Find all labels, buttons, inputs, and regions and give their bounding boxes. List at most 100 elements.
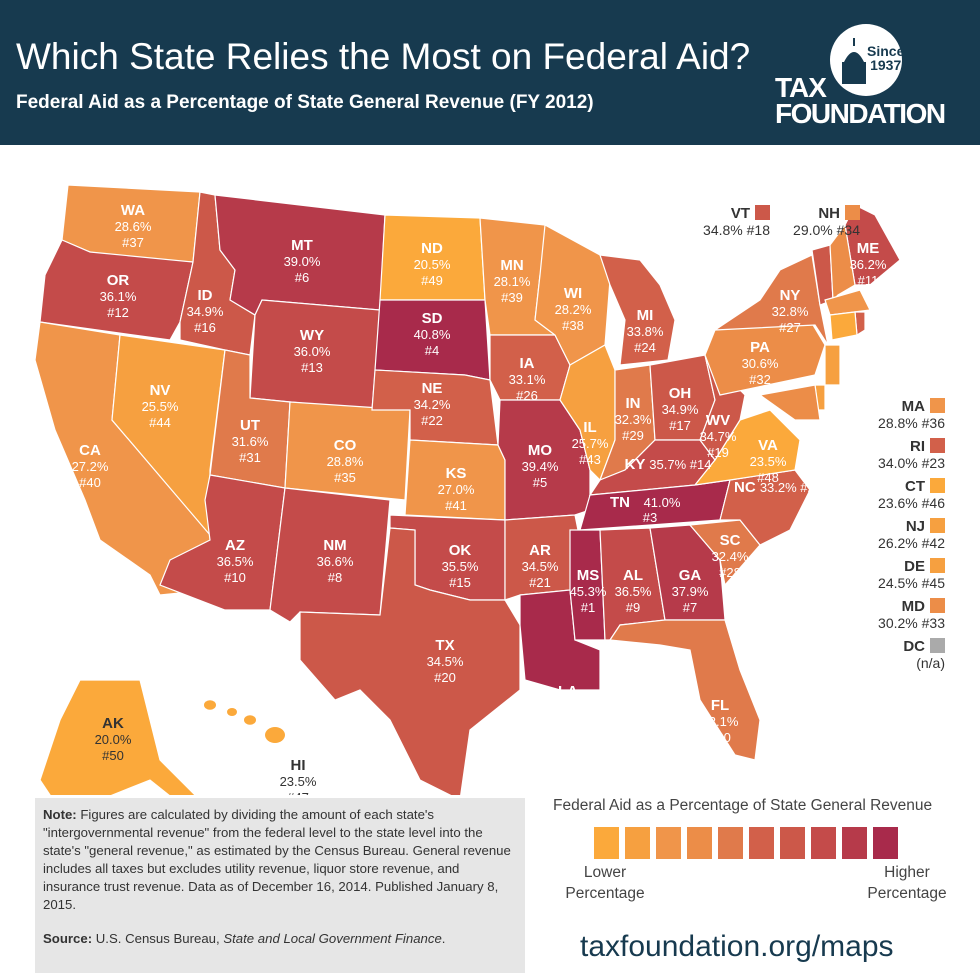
small-state-nh: NH 29.0% #34: [740, 205, 860, 239]
state-rank: #50: [102, 748, 124, 763]
capitol-dome-icon: [842, 38, 866, 84]
state-pct: 33.8%: [627, 324, 664, 339]
state-rank: #4: [425, 343, 439, 358]
note-body: Figures are calculated by dividing the a…: [43, 807, 511, 912]
state-hi[interactable]: [204, 700, 285, 743]
state-pct: 34.9%: [187, 304, 224, 319]
state-label-mi: MI 33.8% #24: [627, 307, 664, 355]
source-text: Source: U.S. Census Bureau, State and Lo…: [43, 930, 517, 948]
legend-swatch-9: [842, 827, 867, 859]
state-pct: 28.6%: [115, 219, 152, 234]
state-ga[interactable]: [649, 524, 726, 621]
state-pct: 20.5%: [414, 257, 451, 272]
legend-swatch-3: [656, 827, 681, 859]
state-abbr: TX: [435, 637, 454, 654]
state-pct: 28.8%: [327, 454, 364, 469]
state-abbr: IA: [520, 355, 535, 372]
legend-low-label: Lower Percentage: [565, 864, 645, 902]
color-swatch: [930, 638, 945, 653]
state-pct: 27.2%: [72, 459, 109, 474]
small-state-dc: DC (n/a): [845, 638, 945, 672]
state-fl[interactable]: [608, 619, 761, 761]
state-rank: #40: [79, 475, 101, 490]
state-rank: #41: [445, 498, 467, 513]
state-abbr: OR: [107, 272, 130, 289]
state-abbr: MN: [500, 257, 523, 274]
page-subtitle: Federal Aid as a Percentage of State Gen…: [16, 92, 594, 113]
small-state-md: MD 30.2% #33: [845, 598, 945, 632]
state-rank: #1: [581, 600, 595, 615]
state-abbr: RI: [910, 438, 925, 455]
state-label-il: IL 25.7% #43: [572, 419, 609, 467]
state-value: 35.7% #14: [649, 457, 711, 472]
state-co[interactable]: [284, 401, 411, 501]
state-tx[interactable]: [299, 527, 521, 795]
legend-swatch-6: [749, 827, 774, 859]
state-rank: #44: [149, 415, 171, 430]
state-nh[interactable]: [829, 223, 856, 302]
header-banner: Which State Relies the Most on Federal A…: [0, 0, 980, 145]
state-nj[interactable]: [824, 344, 841, 386]
state-or[interactable]: [39, 239, 194, 341]
state-label-pa: PA 30.6% #32: [742, 339, 779, 387]
state-abbr: IL: [583, 419, 596, 436]
state-pct: 34.9%: [662, 402, 699, 417]
state-wv[interactable]: [699, 353, 746, 462]
state-rank: #28: [719, 565, 741, 580]
logo-circle: [830, 24, 902, 96]
small-state-ma: MA 28.8% #36: [845, 398, 945, 432]
state-ma[interactable]: [824, 289, 871, 316]
state-pct: 32.8%: [772, 304, 809, 319]
state-pct: 33.1%: [509, 372, 546, 387]
state-pct: 32.3%: [615, 412, 652, 427]
state-abbr: KS: [446, 465, 467, 482]
small-state-ct: CT 23.6% #46: [845, 478, 945, 512]
state-ms[interactable]: [569, 529, 606, 641]
state-pct: 25.5%: [142, 399, 179, 414]
state-rank: #30: [709, 730, 731, 745]
state-pct: 36.0%: [294, 344, 331, 359]
logo-foundation: FOUNDATION: [775, 98, 946, 129]
state-mi[interactable]: [599, 254, 676, 366]
logo-since: Since 1937: [867, 44, 904, 72]
color-swatch: [845, 205, 860, 220]
state-md[interactable]: [758, 384, 821, 421]
state-abbr: PA: [750, 339, 770, 356]
state-label-mt: MT 39.0% #6: [284, 237, 321, 285]
state-label-az: AZ 36.5% #10: [217, 537, 254, 585]
state-label-ky: KY 35.7% #14: [625, 456, 712, 473]
state-pct: 20.0%: [95, 732, 132, 747]
website-url[interactable]: taxfoundation.org/maps: [580, 930, 894, 963]
state-rank: #37: [122, 235, 144, 250]
small-state-de: DE 24.5% #45: [845, 558, 945, 592]
state-rank: #29: [622, 428, 644, 443]
state-label-ut: UT 31.6% #31: [232, 417, 269, 465]
state-label-tx: TX 34.5% #20: [427, 637, 464, 685]
state-pct: 36.5%: [217, 554, 254, 569]
state-label-va: VA 23.5% #48: [750, 437, 787, 485]
state-abbr: NM: [323, 537, 346, 554]
state-abbr: ND: [421, 240, 443, 257]
state-sc[interactable]: [688, 519, 761, 587]
since-text: Since: [867, 43, 905, 59]
state-label-ms: MS 45.3% #1: [570, 567, 607, 615]
note-text: Note: Figures are calculated by dividing…: [43, 806, 517, 914]
state-abbr: GA: [679, 567, 702, 584]
note-label: Note:: [43, 807, 77, 822]
state-value: (n/a): [916, 655, 945, 671]
state-abbr: DC: [903, 638, 925, 655]
state-pct: 32.1%: [702, 714, 739, 729]
legend-high-label: Higher Percentage: [867, 864, 947, 902]
state-label-ca: CA 27.2% #40: [72, 442, 109, 490]
state-rank: #11: [858, 273, 879, 288]
state-abbr: MA: [901, 398, 925, 415]
state-abbr: IN: [626, 395, 641, 412]
state-ak[interactable]: [39, 679, 230, 795]
state-rank: #39: [501, 290, 523, 305]
state-abbr: CO: [334, 437, 357, 454]
state-abbr: CT: [905, 478, 925, 495]
state-abbr: FL: [711, 697, 729, 714]
state-label-ar: AR 34.5% #21: [522, 542, 559, 590]
state-ct[interactable]: [829, 311, 858, 341]
